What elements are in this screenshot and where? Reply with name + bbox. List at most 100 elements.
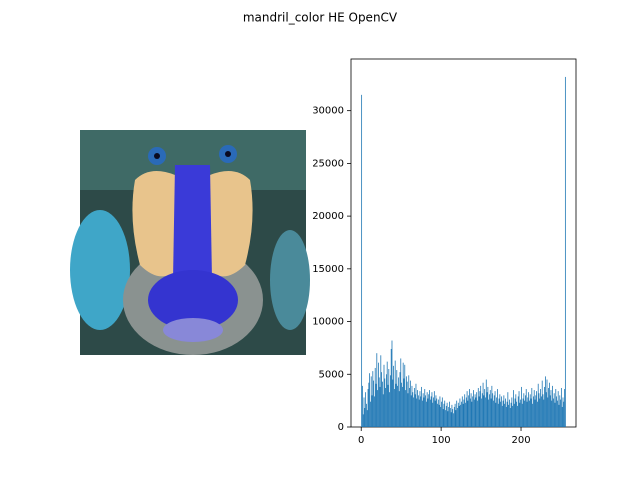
bar: [514, 398, 516, 427]
bar: [401, 382, 402, 427]
bar: [416, 398, 418, 427]
bar: [425, 395, 426, 427]
bar: [447, 411, 449, 427]
bar: [470, 393, 472, 427]
bar: [443, 403, 445, 427]
bar: [497, 389, 498, 427]
bar: [374, 396, 375, 427]
bar: [391, 340, 393, 427]
bar: [473, 390, 474, 427]
bar: [367, 389, 369, 427]
bar: [362, 414, 364, 427]
bar: [469, 389, 470, 427]
bar: [444, 400, 446, 427]
bar: [483, 395, 485, 427]
bar: [549, 395, 551, 427]
x-tick-label: 100: [432, 435, 451, 446]
bar: [385, 387, 386, 427]
bar: [560, 387, 562, 427]
bar: [426, 392, 428, 427]
bar: [562, 397, 564, 427]
bar: [409, 380, 411, 427]
bar: [461, 396, 463, 427]
bar: [545, 392, 547, 427]
bar: [519, 402, 521, 427]
bar: [366, 403, 367, 427]
bar: [534, 399, 536, 427]
x-tick-label: 200: [511, 435, 530, 446]
bar: [520, 399, 522, 427]
bar: [433, 397, 434, 427]
bar: [506, 401, 508, 427]
bar: [459, 398, 461, 427]
bar: [493, 400, 494, 427]
bar: [559, 395, 561, 427]
bar: [508, 404, 510, 427]
bar: [389, 375, 391, 427]
bar: [376, 353, 378, 427]
bar: [467, 400, 469, 427]
bar: [423, 397, 425, 427]
bar: [397, 377, 399, 427]
bar: [476, 392, 478, 427]
bar: [486, 392, 488, 427]
bar: [442, 409, 444, 427]
bar: [414, 394, 416, 427]
y-tick-label: 30000: [312, 106, 344, 117]
bar: [407, 393, 409, 427]
bar: [554, 402, 556, 427]
bar: [553, 393, 555, 427]
bar: [381, 372, 383, 427]
bar: [556, 400, 558, 427]
bar: [531, 387, 533, 427]
bar: [489, 394, 490, 427]
bar: [507, 392, 509, 427]
bar: [389, 392, 390, 427]
bar: [524, 400, 526, 427]
bar: [388, 369, 390, 427]
bar: [564, 76, 566, 427]
bar: [387, 384, 389, 427]
bar: [395, 383, 397, 427]
bar: [540, 389, 542, 427]
bar: [364, 408, 366, 427]
bar: [464, 394, 466, 427]
bar: [383, 364, 385, 427]
bar: [439, 396, 441, 427]
bar: [394, 360, 396, 427]
bar: [505, 406, 507, 427]
bar: [523, 393, 525, 427]
bar: [538, 393, 540, 427]
bar: [485, 397, 486, 427]
bar: [557, 391, 559, 427]
bar: [368, 382, 370, 427]
bar: [552, 385, 553, 427]
bar: [501, 405, 503, 427]
bar: [429, 390, 430, 427]
bar: [458, 405, 460, 427]
bar: [405, 376, 407, 427]
bar: [479, 391, 481, 427]
bar: [408, 375, 410, 427]
bar: [509, 408, 511, 427]
bar: [516, 401, 518, 427]
chart-title: mandril_color HE OpenCV: [243, 11, 398, 25]
bar: [440, 406, 442, 427]
bar: [496, 397, 498, 427]
bar: [503, 395, 505, 427]
y-tick-label: 25000: [312, 158, 344, 169]
bar: [386, 361, 388, 427]
bar: [361, 94, 363, 427]
bar: [461, 401, 462, 427]
bar: [552, 398, 554, 427]
bar: [417, 395, 419, 427]
bar: [542, 394, 544, 427]
bar: [529, 394, 531, 427]
bar: [398, 391, 400, 427]
bar: [382, 381, 383, 427]
bar: [525, 395, 526, 427]
bar: [488, 399, 490, 427]
bar: [382, 394, 384, 427]
bar: [487, 386, 489, 427]
bar: [517, 405, 518, 427]
